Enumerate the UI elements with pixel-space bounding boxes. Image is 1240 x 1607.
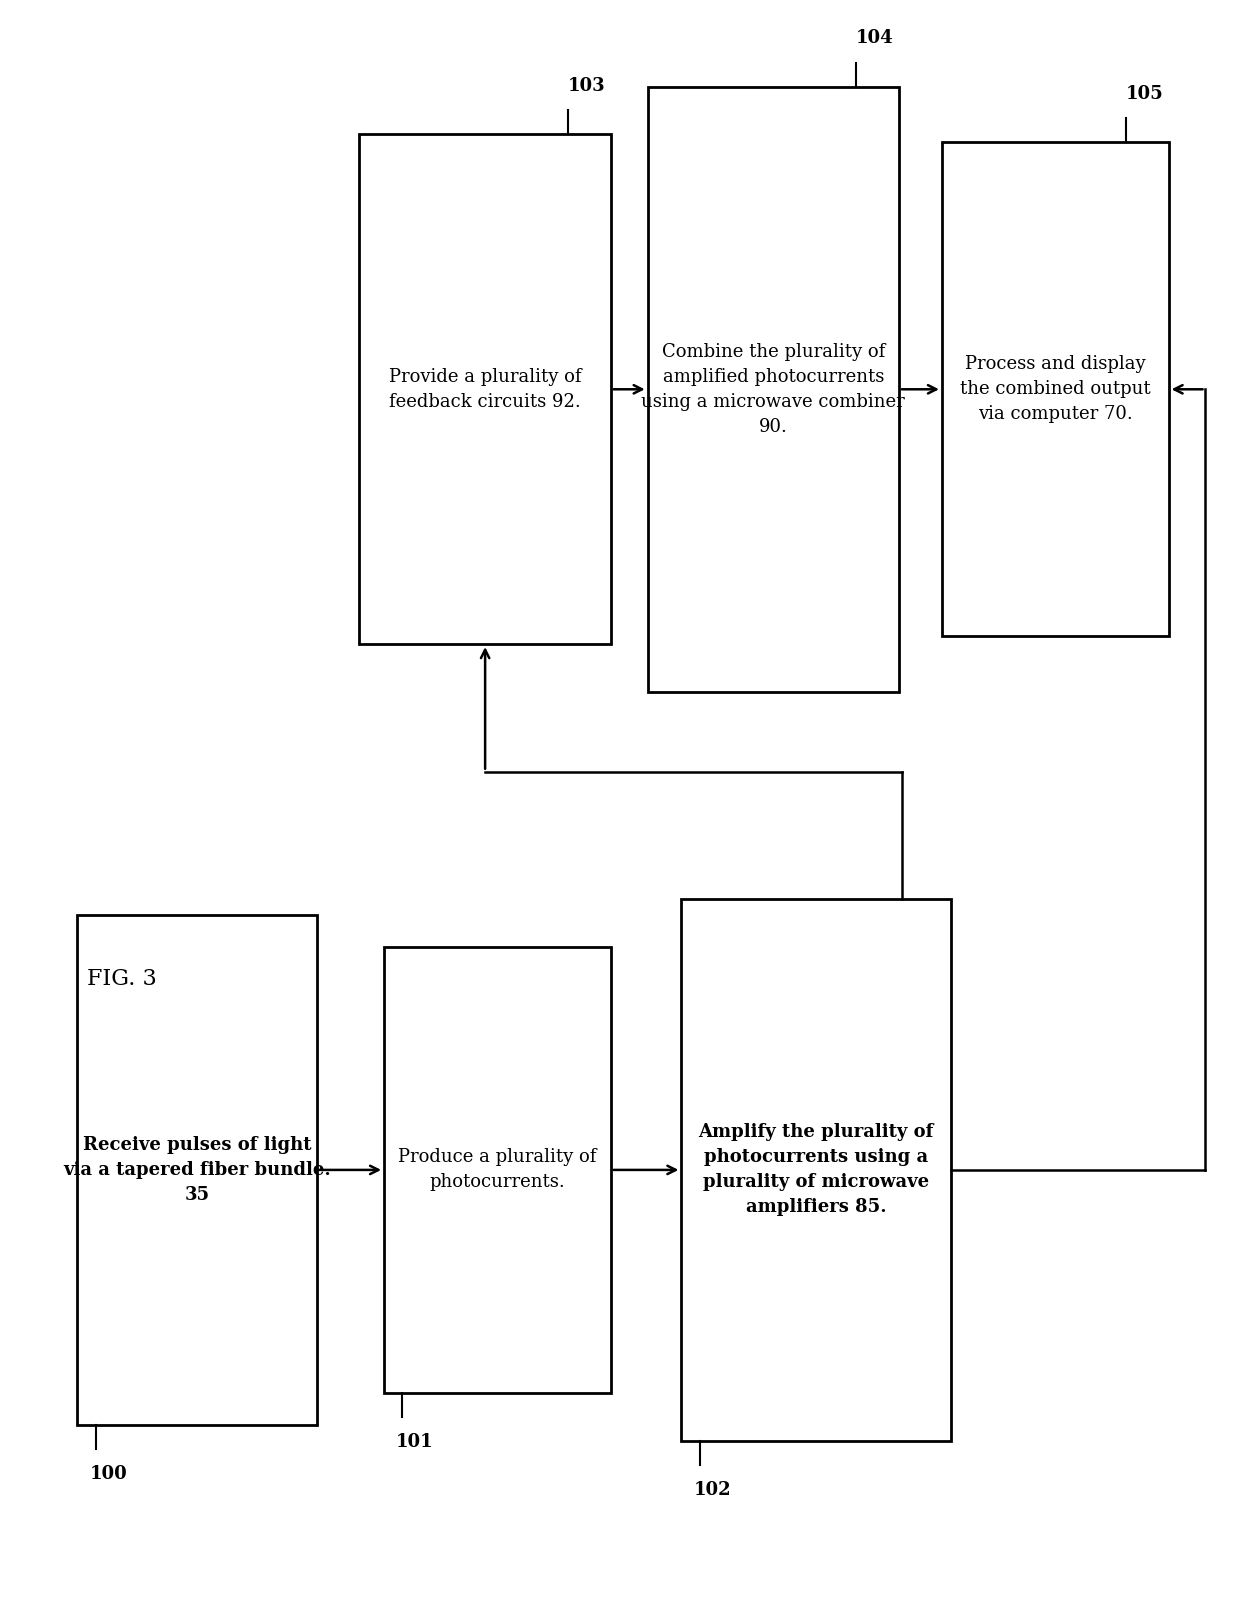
Text: Process and display
the combined output
via computer 70.: Process and display the combined output … xyxy=(960,355,1151,423)
Text: Combine the plurality of
amplified photocurrents
using a microwave combiner
90.: Combine the plurality of amplified photo… xyxy=(641,342,905,435)
Text: FIG. 3: FIG. 3 xyxy=(87,967,156,990)
Bar xyxy=(77,914,316,1425)
Text: Provide a plurality of
feedback circuits 92.: Provide a plurality of feedback circuits… xyxy=(389,368,582,411)
Bar xyxy=(360,135,611,644)
Text: 100: 100 xyxy=(89,1464,128,1483)
Text: 102: 102 xyxy=(693,1480,732,1499)
Text: Produce a plurality of
photocurrents.: Produce a plurality of photocurrents. xyxy=(398,1149,596,1191)
Text: 103: 103 xyxy=(568,77,605,95)
Text: 104: 104 xyxy=(856,29,894,47)
Text: Receive pulses of light
via a tapered fiber bundle.
35: Receive pulses of light via a tapered fi… xyxy=(63,1136,331,1204)
Bar xyxy=(384,947,611,1393)
Bar xyxy=(647,87,899,693)
Text: 105: 105 xyxy=(1126,85,1163,103)
Bar xyxy=(681,898,951,1441)
Bar xyxy=(942,143,1168,636)
Text: Amplify the plurality of
photocurrents using a
plurality of microwave
amplifiers: Amplify the plurality of photocurrents u… xyxy=(698,1123,934,1216)
Text: 101: 101 xyxy=(397,1433,434,1451)
